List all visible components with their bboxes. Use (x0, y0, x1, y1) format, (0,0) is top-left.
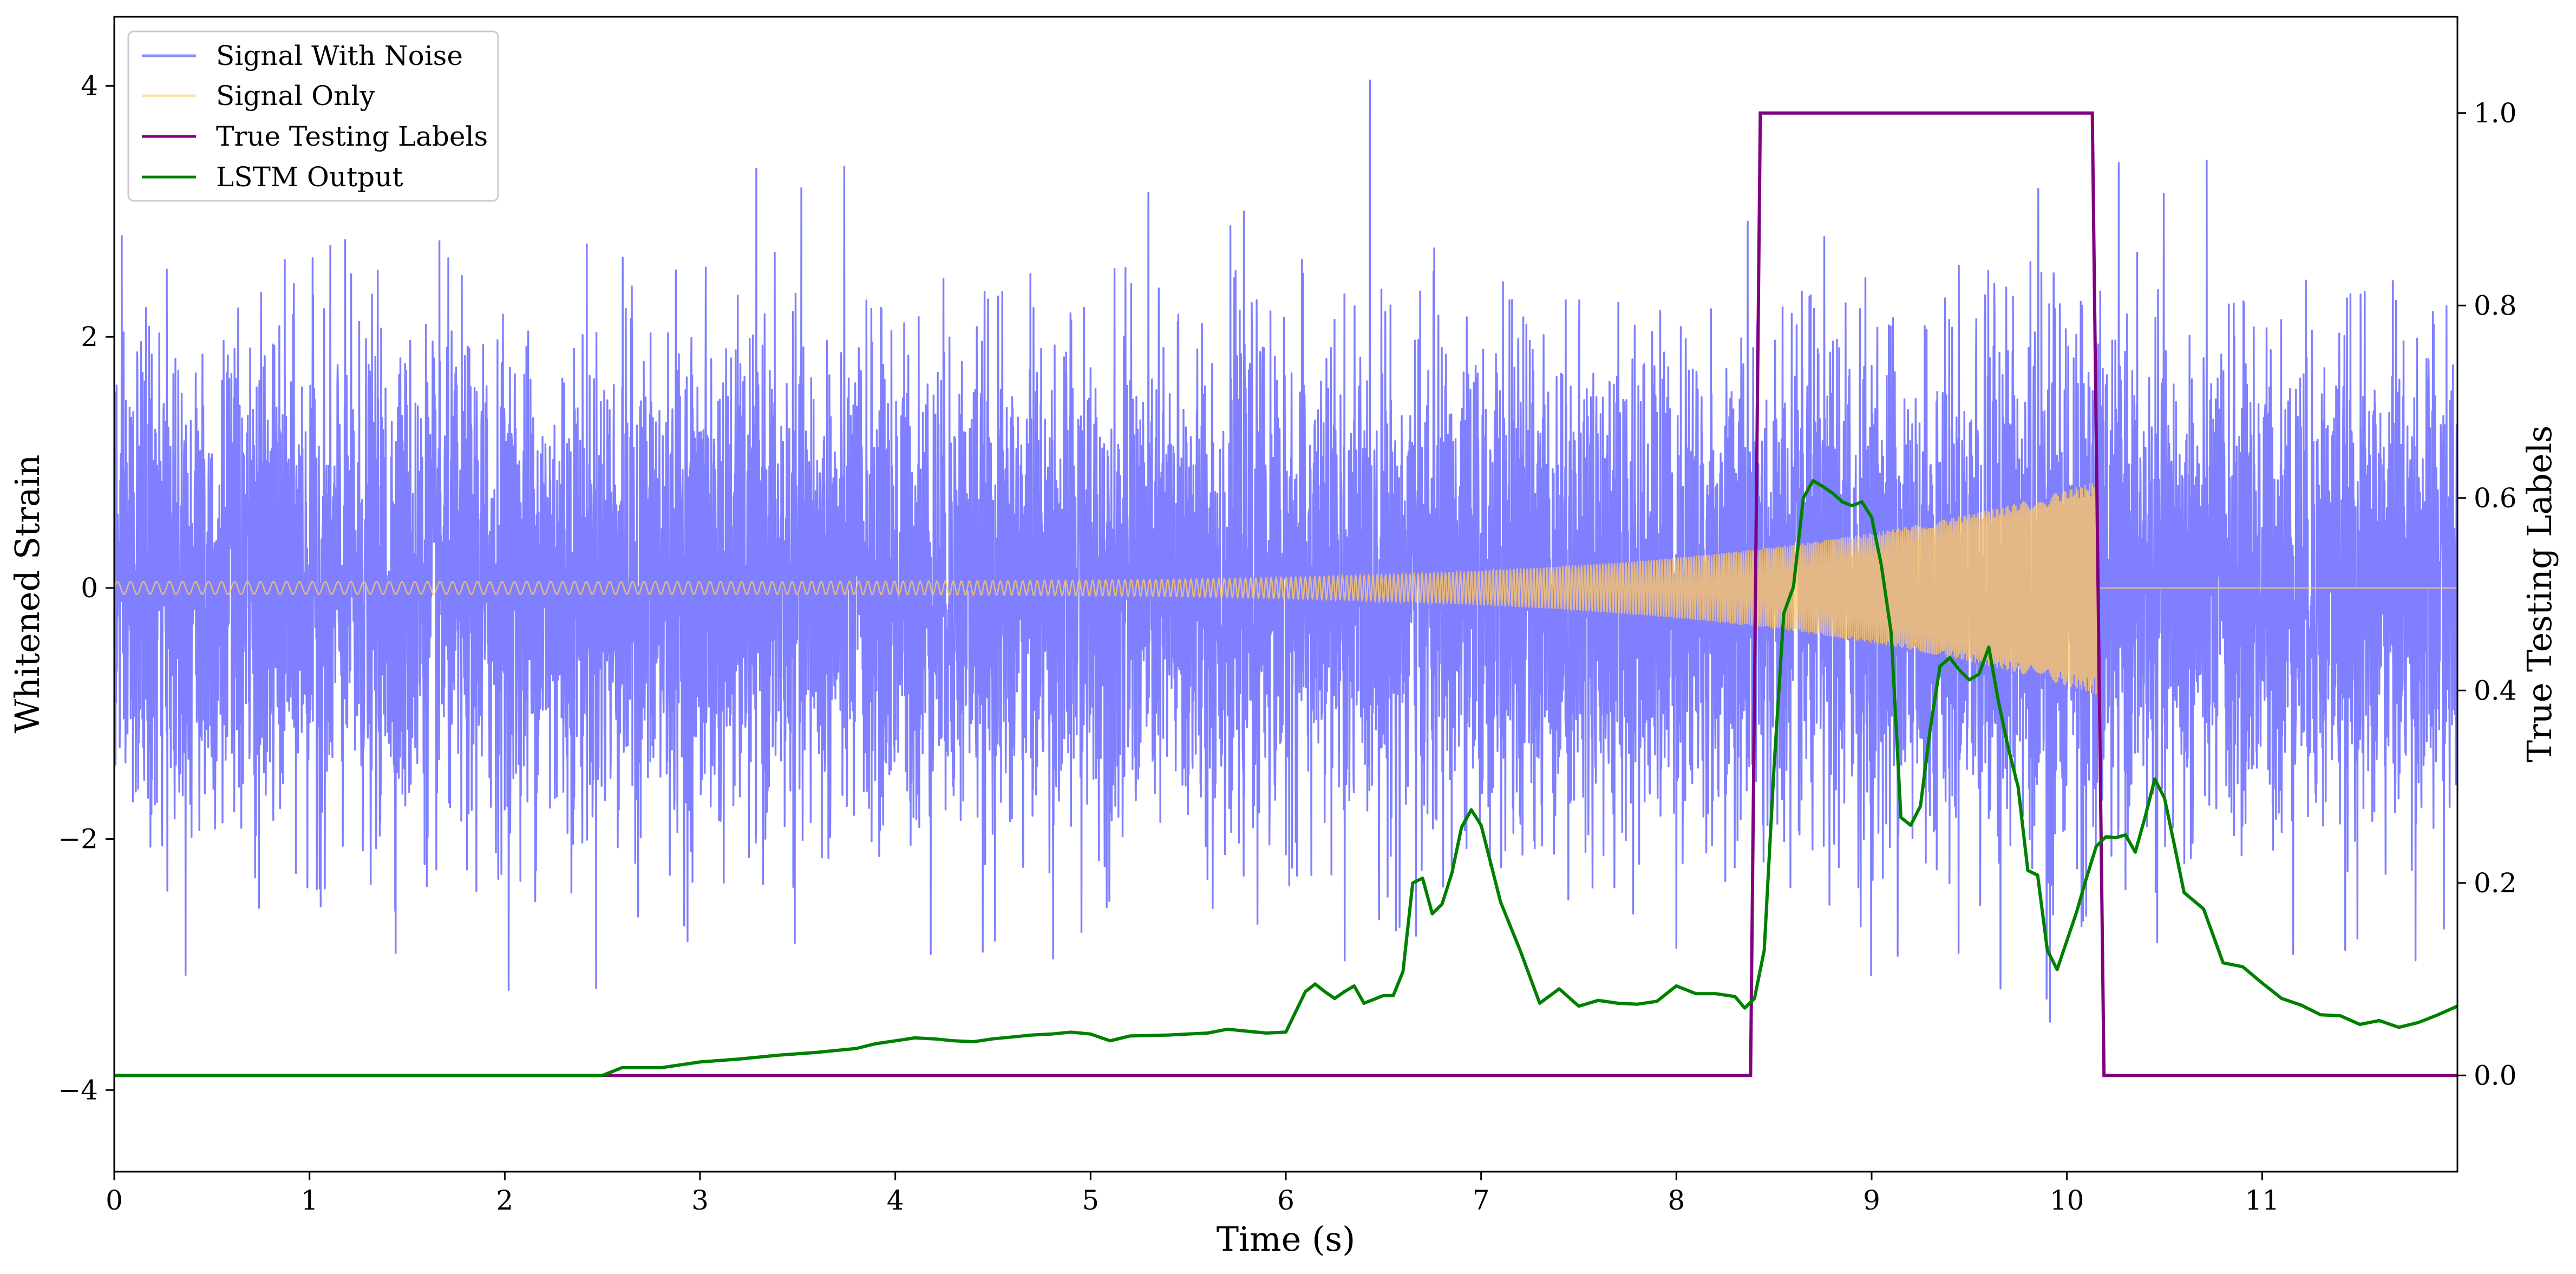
series-line-true-testing-labels (114, 111, 2457, 1077)
y-tick-label: 4 (81, 70, 98, 102)
series-line-lstm-output (114, 479, 2457, 1077)
legend: Signal With Noise Signal Only True Testi… (127, 30, 499, 202)
x-tick-label: 4 (887, 1185, 904, 1216)
legend-label-true-testing-labels: True Testing Labels (216, 121, 488, 152)
x-tick-label: 7 (1473, 1185, 1490, 1216)
x-tick-label: 5 (1082, 1185, 1099, 1216)
x-tick-label: 3 (691, 1185, 709, 1216)
legend-label-lstm-output: LSTM Output (216, 161, 403, 193)
legend-box (127, 30, 499, 202)
series-line-signal-only (114, 483, 2457, 695)
y-tick-label: −2 (58, 824, 98, 855)
legend-label-signal-with-noise: Signal With Noise (216, 40, 463, 71)
y-tick-label: 0 (81, 572, 98, 604)
x-tick-label: 6 (1277, 1185, 1294, 1216)
y-right-tick-label: 0.6 (2474, 482, 2517, 514)
series-line-signal-with-noise (114, 79, 2457, 1023)
y-tick-label: −4 (58, 1074, 98, 1106)
y-right-tick-label: 0.4 (2474, 675, 2517, 706)
x-tick-label: 10 (2050, 1185, 2084, 1216)
y-right-axis-label: True Testing Labels (2520, 426, 2559, 763)
y-right-tick-label: 0.2 (2474, 867, 2517, 899)
y-axis-label: Whitened Strain (8, 455, 47, 734)
y-tick-label: 2 (81, 321, 98, 352)
y-right-tick-label: 1.0 (2474, 97, 2517, 129)
x-tick-label: 8 (1668, 1185, 1685, 1216)
y-right-tick-label: 0.8 (2474, 290, 2517, 321)
plot-area (114, 79, 2457, 1077)
x-tick-label: 2 (496, 1185, 513, 1216)
y-right-tick-label: 0.0 (2474, 1060, 2517, 1091)
legend-label-signal-only: Signal Only (216, 80, 375, 112)
x-tick-label: 9 (1863, 1185, 1880, 1216)
x-tick-label: 11 (2245, 1185, 2280, 1216)
x-axis-ticks: 0 1 2 3 4 5 6 7 8 9 10 11 (106, 1172, 2279, 1216)
x-tick-label: 1 (301, 1185, 318, 1216)
y-right-axis-ticks: 0.0 0.2 0.4 0.6 0.8 1.0 (2457, 97, 2517, 1091)
y-axis-ticks: −4 −2 0 2 4 (58, 70, 114, 1106)
x-tick-label: 0 (106, 1185, 123, 1216)
x-axis-label: Time (s) (1217, 1219, 1356, 1259)
